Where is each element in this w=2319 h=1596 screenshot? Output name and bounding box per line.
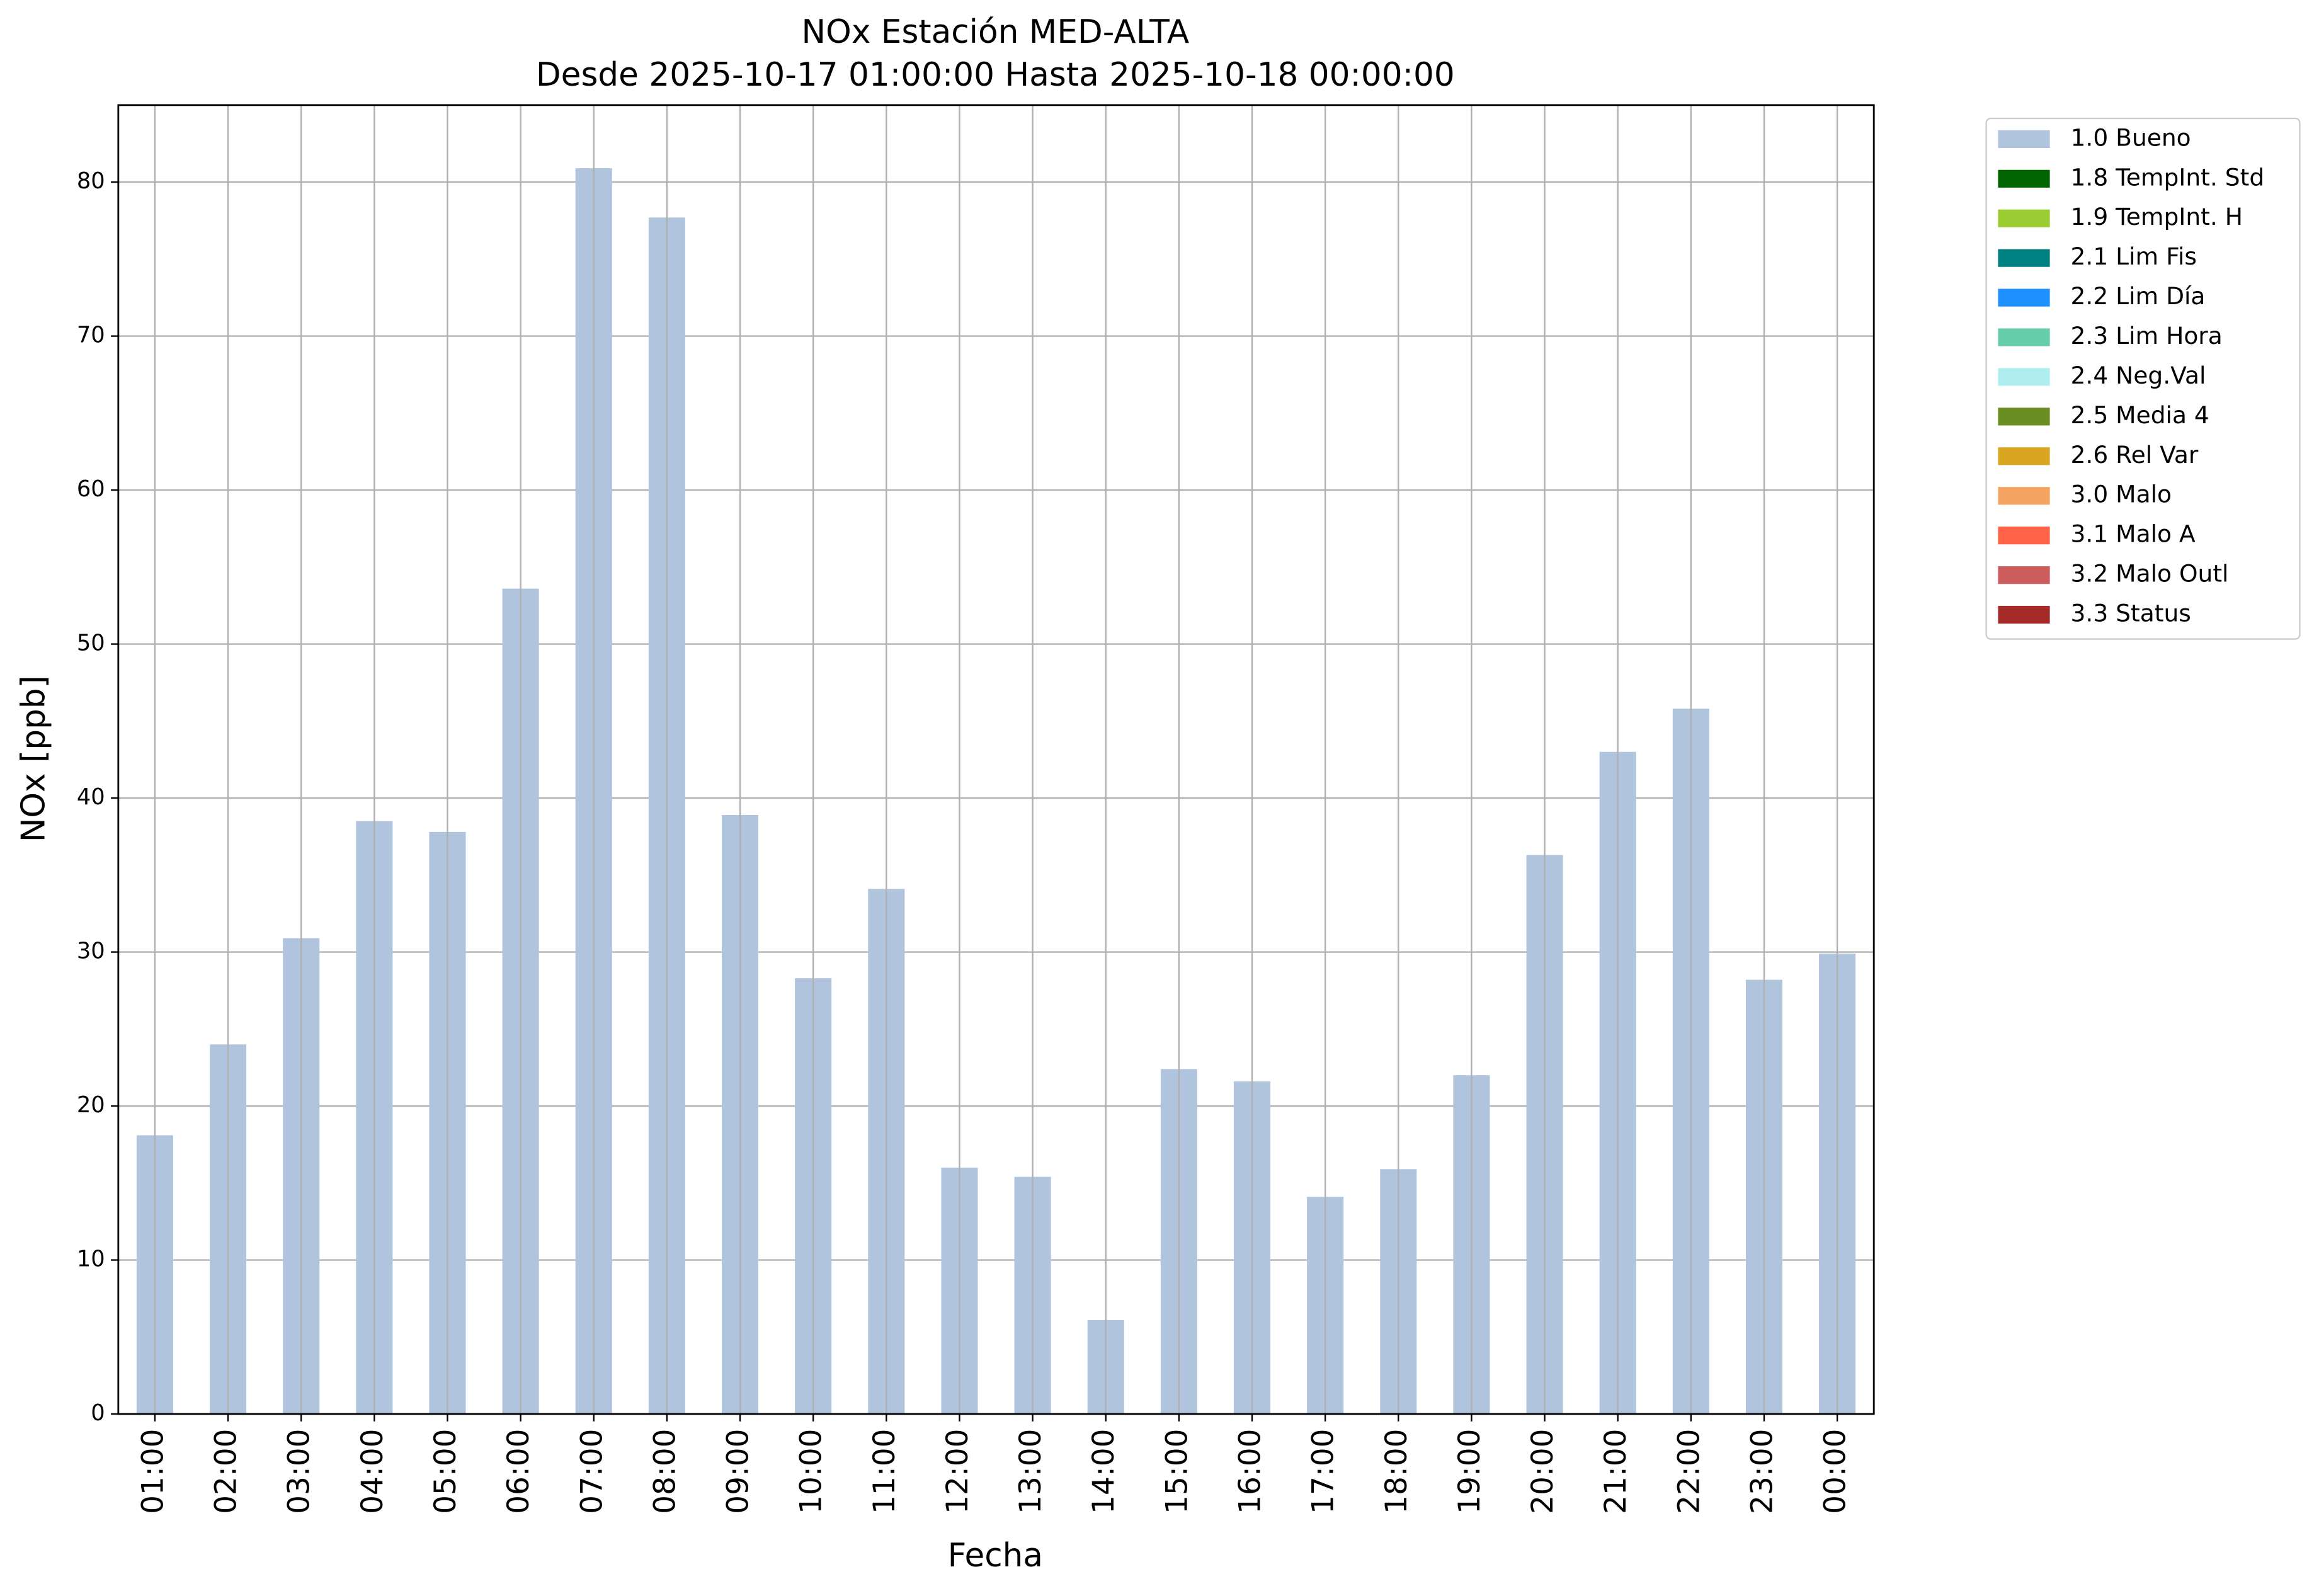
x-tick-label: 01:00 bbox=[135, 1429, 170, 1514]
legend-label: 2.1 Lim Fis bbox=[2071, 242, 2197, 270]
legend-swatch bbox=[1998, 605, 2050, 624]
x-tick-label: 19:00 bbox=[1452, 1429, 1487, 1514]
legend-swatch bbox=[1998, 169, 2050, 188]
x-tick-label: 05:00 bbox=[428, 1429, 463, 1514]
x-tick-label: 17:00 bbox=[1306, 1429, 1341, 1514]
x-tick-label: 10:00 bbox=[794, 1429, 829, 1514]
legend-label: 1.8 TempInt. Std bbox=[2071, 163, 2265, 191]
plot-area: 0 10 20 30 40 50 60 70 80 01:00 02:00 03:00 04:00 05:… bbox=[77, 105, 1874, 1514]
legend-swatch bbox=[1998, 249, 2050, 267]
x-tick-label: 22:00 bbox=[1672, 1429, 1706, 1514]
legend-label: 2.6 Rel Var bbox=[2071, 441, 2199, 469]
y-tick-label: 50 bbox=[77, 630, 105, 656]
y-tick-label: 30 bbox=[77, 938, 105, 964]
x-tick-label: 09:00 bbox=[721, 1429, 756, 1514]
x-tick-label: 03:00 bbox=[282, 1429, 317, 1514]
x-tick-label: 11:00 bbox=[867, 1429, 902, 1514]
y-tick-label: 80 bbox=[77, 168, 105, 194]
legend-label: 1.9 TempInt. H bbox=[2071, 203, 2243, 231]
chart-subtitle: Desde 2025-10-17 01:00:00 Hasta 2025-10-… bbox=[536, 56, 1455, 94]
legend-swatch bbox=[1998, 288, 2050, 307]
legend-swatch bbox=[1998, 209, 2050, 227]
x-axis-label: Fecha bbox=[948, 1537, 1043, 1575]
x-tick-label: 13:00 bbox=[1013, 1429, 1048, 1514]
legend-swatch bbox=[1998, 408, 2050, 426]
legend-swatch bbox=[1998, 487, 2050, 505]
legend-swatch bbox=[1998, 527, 2050, 545]
x-tick-label: 20:00 bbox=[1525, 1429, 1560, 1514]
legend-swatch bbox=[1998, 130, 2050, 148]
chart-title: NOx Estación MED-ALTA bbox=[802, 13, 1190, 51]
x-tick-label: 18:00 bbox=[1379, 1429, 1414, 1514]
y-tick-label: 40 bbox=[77, 784, 105, 810]
x-tick-label: 07:00 bbox=[574, 1429, 609, 1514]
legend bbox=[1985, 117, 2301, 640]
y-tick-label: 70 bbox=[77, 322, 105, 348]
legend-label: 2.5 Media 4 bbox=[2071, 401, 2209, 429]
legend-label: 3.0 Malo bbox=[2071, 481, 2172, 508]
x-tick-label: 15:00 bbox=[1160, 1429, 1194, 1514]
x-tick-label: 02:00 bbox=[209, 1429, 244, 1514]
y-tick-label: 60 bbox=[77, 476, 105, 502]
legend-label: 3.3 Status bbox=[2071, 600, 2191, 627]
x-tick-label: 08:00 bbox=[647, 1429, 682, 1514]
legend-label: 2.4 Neg.Val bbox=[2071, 362, 2206, 389]
x-tick-label: 21:00 bbox=[1598, 1429, 1633, 1514]
y-tick-label: 0 bbox=[91, 1400, 105, 1426]
x-tick-label: 04:00 bbox=[355, 1429, 390, 1514]
axes-frame bbox=[117, 104, 1875, 1415]
legend-swatch bbox=[1998, 328, 2050, 346]
legend-entries: 1.0 Bueno 1.8 TempInt. Std 1.9 TempInt. H 2… bbox=[1998, 123, 2264, 627]
legend-label: 2.2 Lim Día bbox=[2071, 282, 2206, 310]
x-tick-label: 16:00 bbox=[1233, 1429, 1268, 1514]
x-grid bbox=[154, 105, 1838, 1415]
x-tick-label: 12:00 bbox=[940, 1429, 975, 1514]
legend-swatch bbox=[1998, 368, 2050, 386]
legend-swatch bbox=[1998, 566, 2050, 584]
y-tick-label: 10 bbox=[77, 1246, 105, 1272]
x-tick-label: 00:00 bbox=[1818, 1429, 1853, 1514]
legend-label: 2.3 Lim Hora bbox=[2071, 322, 2223, 350]
x-tick-label: 06:00 bbox=[501, 1429, 536, 1514]
x-tick-label: 14:00 bbox=[1086, 1429, 1121, 1514]
legend-label: 3.2 Malo Outl bbox=[2071, 560, 2229, 588]
legend-swatch bbox=[1998, 447, 2050, 465]
y-tick-label: 20 bbox=[77, 1092, 105, 1118]
legend-label: 1.0 Bueno bbox=[2071, 123, 2191, 151]
x-tick-label: 23:00 bbox=[1745, 1429, 1779, 1514]
y-axis-label: NOx [ppb] bbox=[14, 675, 52, 842]
legend-label: 3.1 Malo A bbox=[2071, 520, 2196, 548]
